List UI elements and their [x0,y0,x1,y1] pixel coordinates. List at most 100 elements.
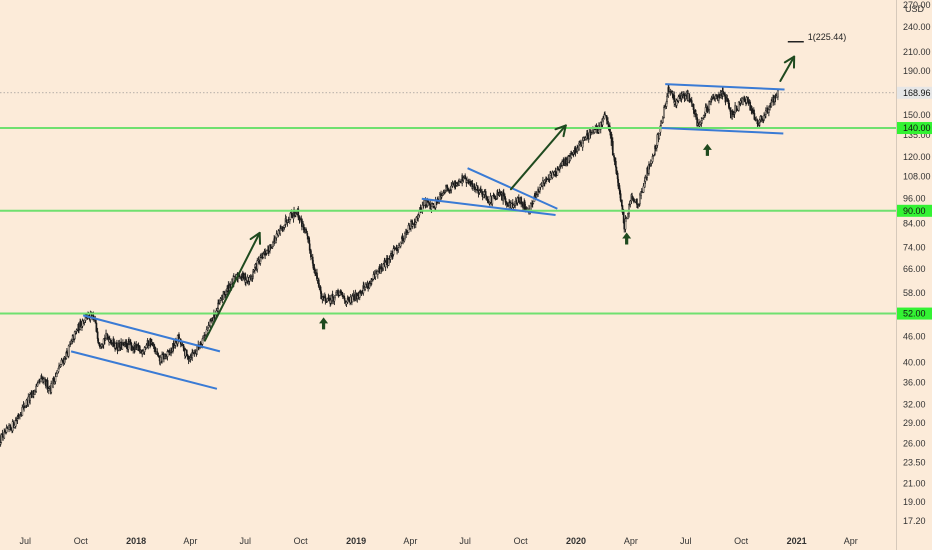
candle-body [446,188,449,191]
candle-body [593,129,596,133]
candle-body [661,117,664,123]
small-up-arrow[interactable] [319,317,329,330]
up-arrow-shaft[interactable] [779,55,796,82]
time-axis[interactable]: Jul Oct 2018 Apr Jul Oct 2019 Apr Jul Oct 2020 Apr J… [20,536,858,546]
support-levels-layer [0,127,896,315]
trendline[interactable] [70,350,218,390]
candle-body [669,92,672,94]
candle-body [40,377,42,383]
candle-body [64,357,66,360]
trendline[interactable] [82,314,221,353]
candle-body [69,344,71,347]
candle-body [252,271,254,277]
candle-body [21,407,24,416]
time-tick-label: Apr [844,536,858,546]
trendline[interactable] [661,127,784,135]
small-up-arrow[interactable] [622,232,632,245]
candle-body [295,212,297,214]
small-up-arrow[interactable] [702,143,712,156]
candle-body [9,426,12,430]
candle-body [205,329,208,335]
candle-body [512,204,515,208]
candle-body [248,277,251,282]
candle-body [621,205,624,213]
candle-body [110,342,113,344]
candle-body [326,298,329,302]
candle-body [285,219,288,223]
candle-body [637,204,639,206]
candle-body [504,198,507,203]
candle-body [695,113,697,118]
time-tick-label: Jul [20,536,32,546]
candle-body [319,286,322,292]
candle-body [60,359,63,365]
candle-body [265,253,268,256]
candle-body [182,345,185,351]
price-axis[interactable]: 270.00240.00210.00190.00170.00150.00135.… [897,0,932,526]
price-tick-label: 210.00 [903,47,931,57]
candle-body [384,262,387,268]
price-tick-label: 46.00 [903,332,926,342]
support-level-label: 90.00 [903,206,926,216]
candle-body [761,118,764,121]
support-level-tag [897,204,932,217]
candle-body [217,302,220,304]
candle-body [742,98,744,106]
candle-body [338,291,341,296]
candle-body [399,241,402,247]
candle-body [532,200,535,204]
candle-body [613,155,615,158]
candle-body [572,151,575,155]
candle-body [728,102,730,109]
candle-body [334,295,336,298]
candle-body [223,291,226,295]
trendline[interactable] [421,197,556,217]
candle-body [337,289,339,295]
candle-body [675,99,678,106]
candle-body [0,442,2,445]
up-arrow-shaft[interactable] [203,231,261,342]
candle-body [636,198,638,205]
candle-body [343,297,346,301]
candle-body [743,98,746,102]
last-price-label: 168.96 [903,88,931,98]
time-tick-label: Jul [680,536,692,546]
up-arrow-shaft[interactable] [509,124,567,191]
time-tick-label: Oct [74,536,89,546]
candle-body [271,247,274,249]
candle-body [702,115,705,118]
candle-body [70,340,72,344]
candle-body [405,230,408,234]
candle-body [624,218,627,230]
candle-body [707,109,709,112]
price-tick-label: 135.00 [903,130,931,140]
candle-body [149,338,152,346]
time-tick-label: Oct [734,536,749,546]
price-tick-label: 23.50 [903,457,926,467]
price-tick-label: 240.00 [903,22,931,32]
time-tick-label: Jul [239,536,251,546]
trendline[interactable] [665,83,785,91]
price-tick-label: 21.00 [903,478,926,488]
candle-body [701,118,703,121]
candle-body [450,185,453,191]
price-tick-label: 96.00 [903,194,926,204]
candle-body [192,353,195,355]
candle-body [3,430,6,432]
candle-body [487,199,489,203]
candle-body [442,192,445,195]
candle-body [590,133,592,135]
time-tick-label: Apr [403,536,417,546]
candle-body [16,418,19,421]
candle-body [308,243,311,251]
candle-body [317,279,320,287]
candle-body [605,115,608,121]
candle-body [631,195,633,200]
candle-body [329,299,332,304]
up-arrow-head [783,55,796,69]
candle-body [3,431,6,439]
candle-body [207,327,209,331]
candle-body [264,250,266,256]
